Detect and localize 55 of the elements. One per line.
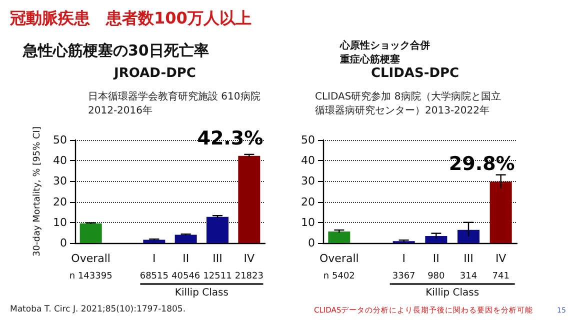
bar <box>80 223 102 243</box>
text: 日本循環器学会教育研究施設 610病院 <box>88 90 260 102</box>
text: n 5402 <box>323 272 355 282</box>
y-tick-label: 50 <box>53 134 67 146</box>
text: 980 <box>428 272 446 282</box>
x-tick-label: IV <box>244 252 256 265</box>
text: Matoba T. Circ J. 2021;85(10):1797-1805. <box>10 304 186 314</box>
bar <box>425 236 448 243</box>
y-axis-title: 30-day Mortality, % [95% CI] <box>32 126 43 256</box>
y-tick-label: 10 <box>53 216 67 229</box>
text: 12511 <box>203 272 232 282</box>
x-axis-title: Killip Class <box>426 288 480 298</box>
bar <box>174 234 197 243</box>
annotation: 29.8% <box>448 153 515 176</box>
x-tick-label: III <box>464 252 474 265</box>
text: 2012-2016年 <box>88 104 153 116</box>
bar <box>143 240 166 243</box>
x-tick-label: I <box>402 252 406 265</box>
y-tick-label: 10 <box>301 216 315 229</box>
text: 314 <box>460 272 478 282</box>
bar <box>238 156 260 243</box>
x-tick-label: II <box>182 252 190 265</box>
text: CLIDAS研究参加 8病院（大学病院と国立循環器病研究センター）2013-2022年 <box>315 90 501 116</box>
y-tick-label: 30 <box>301 174 315 188</box>
text: 21823 <box>234 272 264 282</box>
bar <box>458 230 480 243</box>
chart-title: 急性心筋梗塞の30日死亡率 <box>22 42 209 60</box>
y-tick-label: 0 <box>308 236 315 250</box>
annotation: 42.3% <box>197 127 264 150</box>
text: 741 <box>492 272 510 282</box>
y-tick-label: 20 <box>301 195 315 208</box>
x-tick-label: IV <box>495 252 507 265</box>
x-axis-title: Killip Class <box>174 288 228 298</box>
text: 3367 <box>392 272 416 282</box>
chart-title: CLIDAS-DPC <box>370 66 460 81</box>
y-tick-label: 50 <box>301 134 315 146</box>
x-tick-label: Overall <box>320 252 359 265</box>
text: n 143395 <box>69 272 112 282</box>
y-tick-label: 30 <box>53 174 67 188</box>
bar <box>206 216 228 243</box>
chart-subtitle: JROAD-DPC <box>113 66 196 81</box>
text: 40546 <box>172 272 200 282</box>
x-tick-label: I <box>152 252 156 265</box>
y-tick-label: 40 <box>53 154 67 168</box>
y-tick-label: 0 <box>60 236 67 250</box>
y-tick-label: 20 <box>53 195 67 208</box>
text: 冠動脈疾患 患者数100万人以上 <box>9 8 252 28</box>
chart-subtitle: 心原性ショック合併重症心筋梗塞 <box>339 40 430 66</box>
bar <box>328 231 350 243</box>
x-tick-label: Overall <box>71 252 110 265</box>
y-tick-label: 40 <box>301 154 315 168</box>
bar <box>490 182 512 243</box>
x-tick-label: II <box>432 252 440 265</box>
text: 68515 <box>140 272 168 282</box>
x-tick-label: III <box>212 252 222 265</box>
